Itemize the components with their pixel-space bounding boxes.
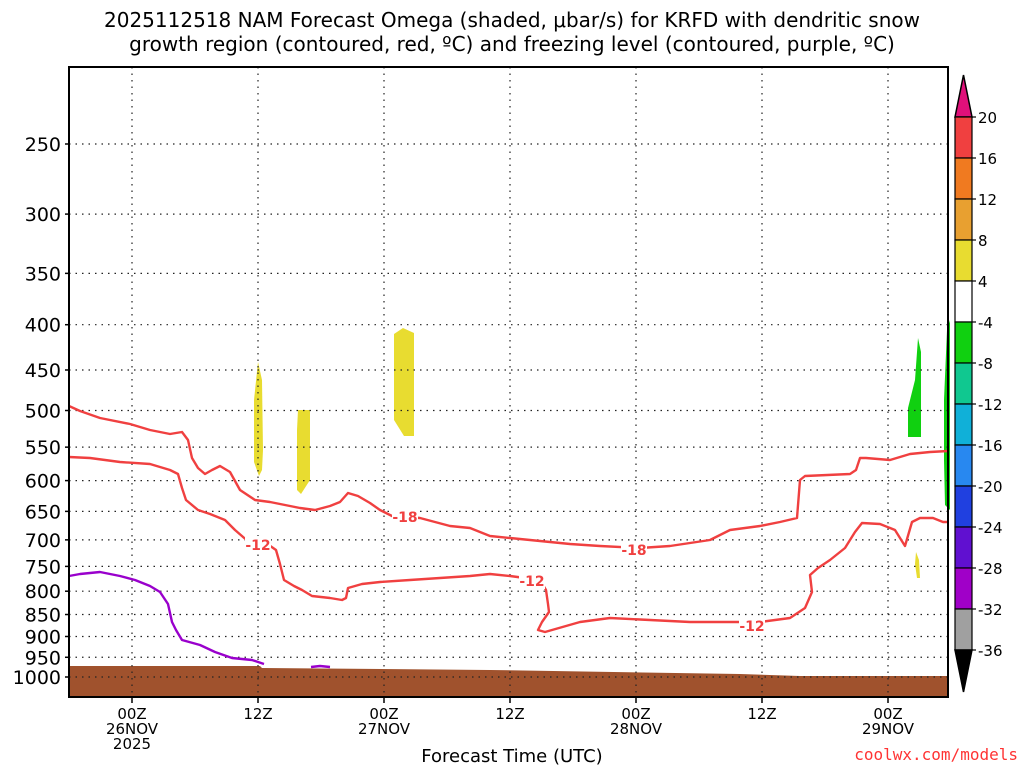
colorbar-bin <box>954 485 973 528</box>
colorbar-bin <box>954 567 973 610</box>
y-tick-label: 350 <box>25 263 61 285</box>
plot-frame <box>68 66 949 698</box>
colorbar-tick-label: -4 <box>978 314 993 332</box>
x-tick-label: 00Z <box>873 705 902 723</box>
colorbar-bin <box>954 280 973 323</box>
y-tick-label: 250 <box>25 134 61 156</box>
colorbar-tick-label: -12 <box>978 396 1003 414</box>
grid-lines <box>69 67 948 697</box>
x-tick-label: 12Z <box>495 705 524 723</box>
x-tick-date: 28NOV <box>610 720 663 738</box>
contour-label-bg <box>245 536 271 553</box>
colorbar-bin <box>954 403 973 446</box>
colorbar-bin <box>954 116 973 159</box>
colorbar-tick-label: 20 <box>978 109 997 127</box>
colorbar-tick-label: 12 <box>978 191 997 209</box>
y-tick-label: 500 <box>25 401 61 423</box>
chart-title: 2025112518 NAM Forecast Omega (shaded, μ… <box>104 8 920 56</box>
omega-region-6 <box>915 552 920 578</box>
contour-label: -18 <box>392 510 417 526</box>
colorbar-bin <box>954 444 973 487</box>
x-tick-label: 00Z <box>117 705 146 723</box>
colorbar-bin <box>954 526 973 569</box>
contour-label: -12 <box>245 538 270 554</box>
plot-border <box>68 66 949 698</box>
ground-layer <box>70 666 948 697</box>
colorbar-bin <box>954 239 973 282</box>
colorbar-tick-label: 8 <box>978 232 988 250</box>
contour-freezing-level-2 <box>310 664 331 669</box>
contour-label-bg <box>519 572 545 589</box>
contour-label: -18 <box>621 543 646 559</box>
x-tick-year: 2025 <box>113 735 151 753</box>
x-tick-date: 29NOV <box>862 720 915 738</box>
y-tick-label: 550 <box>25 437 61 459</box>
y-tick-label: 800 <box>25 581 61 603</box>
colorbar-tick-label: 16 <box>978 150 997 168</box>
y-axis: 2503003504004505005506006507007508008509… <box>13 134 69 689</box>
colorbar-tick-label: 4 <box>978 273 988 291</box>
y-tick-label: 950 <box>25 647 61 669</box>
y-tick-label: 850 <box>25 605 61 627</box>
colorbar-bin <box>954 608 973 651</box>
x-tick-label: 00Z <box>621 705 650 723</box>
contour-label: -12 <box>519 574 544 590</box>
colorbar-arrow-bottom <box>954 649 973 693</box>
ground-terrain <box>70 666 948 697</box>
contour-minus12 <box>68 455 948 634</box>
x-tick-label: 12Z <box>747 705 776 723</box>
y-tick-label: 750 <box>25 556 61 578</box>
colorbar-bin <box>954 198 973 241</box>
source-url[interactable]: coolwx.com/models <box>854 745 1018 764</box>
x-tick-date: 27NOV <box>358 720 411 738</box>
y-tick-label: 600 <box>25 471 61 493</box>
contour-label-bg <box>739 617 765 634</box>
colorbar-bin <box>954 321 973 364</box>
colorbar-bin <box>954 362 973 405</box>
contour-freezing-level <box>68 570 265 666</box>
colorbar-tick-label: -16 <box>978 437 1003 455</box>
contour-label: -12 <box>739 619 764 635</box>
y-tick-label: 400 <box>25 315 61 337</box>
colorbar-tick-label: -8 <box>978 355 993 373</box>
x-axis-label: Forecast Time (UTC) <box>421 746 603 767</box>
colorbar: 20 16 12 8 4 -4 -8 -12 -16 -20 -24 -28 -32 -36 <box>954 74 1003 693</box>
colorbar-tick-label: -24 <box>978 519 1003 537</box>
x-tick-label: 12Z <box>243 705 272 723</box>
contour-lines: -18 -18 -12 -12 -12 <box>68 404 949 669</box>
omega-region-4 <box>908 338 921 437</box>
y-tick-label: 450 <box>25 360 61 382</box>
colorbar-tick-label: -32 <box>978 601 1003 619</box>
colorbar-tick-label: -36 <box>978 642 1003 660</box>
contour-label-bg <box>392 508 418 525</box>
colorbar-tick-label: -28 <box>978 560 1003 578</box>
omega-region-3 <box>394 328 414 436</box>
omega-region-2 <box>297 410 310 494</box>
colorbar-tick-label: -20 <box>978 478 1003 496</box>
y-tick-label: 300 <box>25 204 61 226</box>
x-tick-label: 00Z <box>369 705 398 723</box>
colorbar-bin <box>954 157 973 200</box>
contour-minus18 <box>68 404 949 550</box>
colorbar-arrow-top <box>954 74 973 118</box>
y-tick-label: 700 <box>25 530 61 552</box>
x-tick-date: 26NOV <box>106 720 159 738</box>
y-tick-label: 650 <box>25 501 61 523</box>
contour-label-bg <box>621 541 647 558</box>
y-tick-label: 900 <box>25 626 61 648</box>
y-tick-label: 1000 <box>13 667 61 689</box>
